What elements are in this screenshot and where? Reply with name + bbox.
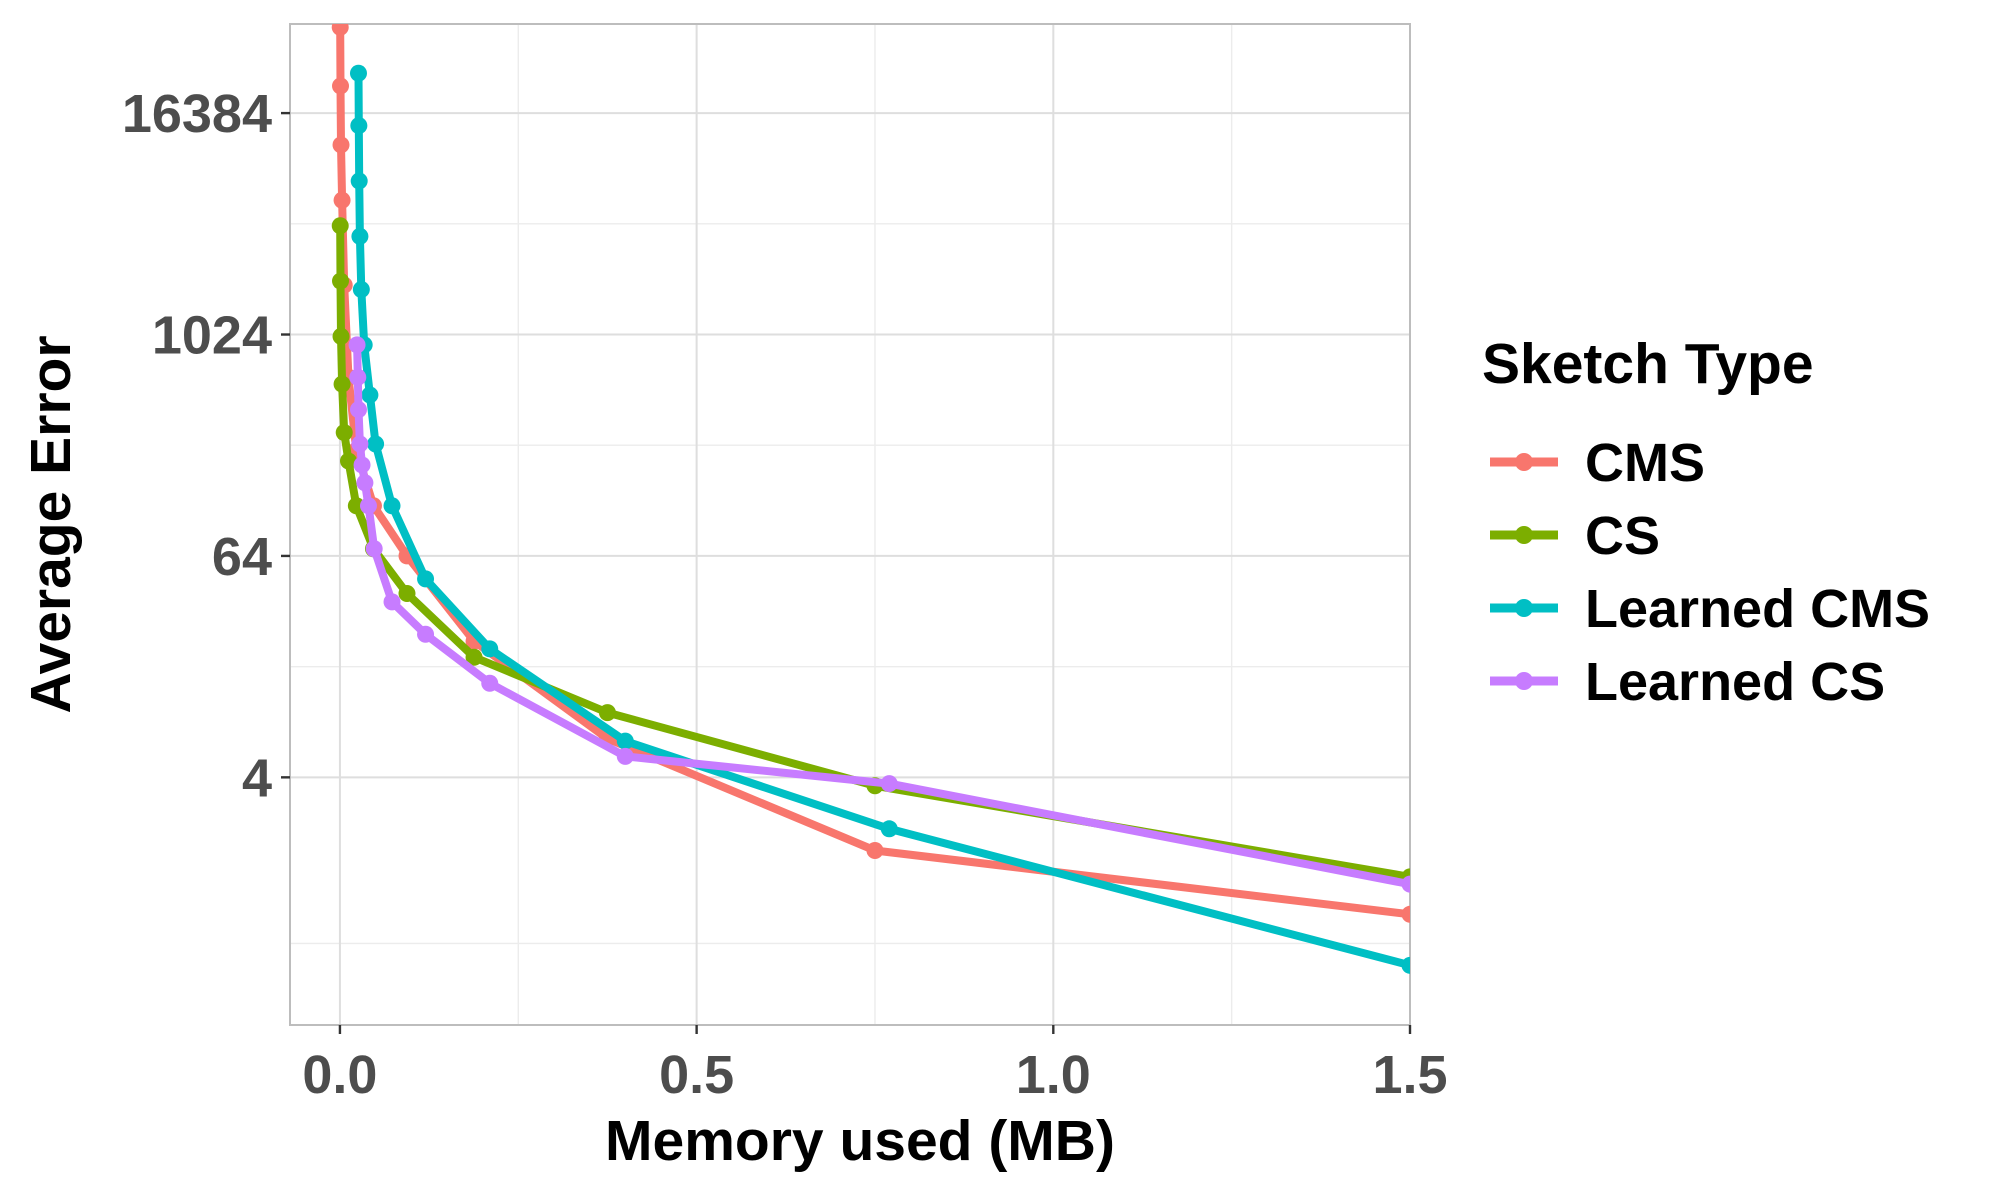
data-point-learned-cms	[351, 227, 369, 245]
data-point-learned-cs	[349, 401, 367, 419]
x-tick-label: 0.0	[302, 1045, 377, 1105]
legend-label: CS	[1585, 506, 1660, 566]
data-point-learned-cms	[383, 497, 401, 515]
data-point-learned-cms	[350, 117, 368, 135]
x-axis-title: Memory used (MB)	[605, 1109, 1115, 1173]
data-point-learned-cms	[361, 386, 379, 404]
legend-key-point	[1515, 526, 1533, 544]
legend-label: CMS	[1585, 433, 1705, 493]
series-learned-cms	[349, 64, 1410, 974]
legend-key-point	[1515, 599, 1533, 617]
data-point-cs	[332, 272, 350, 290]
series-learned-cs	[348, 336, 1410, 893]
x-tick-label: 1.5	[1372, 1045, 1447, 1105]
data-point-cms	[332, 77, 350, 95]
data-point-cs	[347, 497, 365, 515]
y-tick-label: 64	[212, 527, 272, 587]
data-point-learned-cs	[417, 625, 435, 643]
data-point-learned-cms	[417, 570, 435, 588]
legend-item-cs: CS	[1490, 506, 1660, 566]
series-line-learned-cms	[354, 73, 1410, 970]
data-point-cs	[332, 327, 350, 345]
data-point-learned-cms	[1401, 956, 1410, 974]
data-point-learned-cs	[1401, 875, 1410, 893]
legend-items: CMS CS Learned CMS Learned CS	[1490, 433, 1930, 712]
data-point-learned-cs	[353, 456, 371, 474]
data-point-cms	[332, 136, 350, 154]
data-point-cms	[866, 842, 884, 860]
legend-label: Learned CS	[1585, 652, 1885, 712]
legend-item-learned-cs: Learned CS	[1490, 652, 1885, 712]
data-point-learned-cs	[351, 435, 369, 453]
data-point-cs	[398, 584, 416, 602]
data-point-cms	[331, 24, 349, 36]
data-point-cs	[598, 704, 616, 722]
legend: Sketch Type CMS CS Learned CMS Learned CS	[1482, 332, 1930, 712]
data-point-cs	[339, 452, 357, 470]
data-point-cs	[331, 217, 349, 235]
y-tick-label: 16384	[122, 84, 272, 144]
minor-gridlines	[290, 24, 1410, 1025]
data-point-learned-cs	[349, 368, 367, 386]
data-point-learned-cs	[348, 336, 366, 354]
data-point-learned-cms	[350, 172, 368, 190]
x-tick-label: 1.0	[1016, 1045, 1091, 1105]
plot-panel-border	[289, 23, 1411, 1026]
data-point-learned-cms	[616, 732, 634, 750]
data-point-cs	[335, 424, 353, 442]
legend-key-point	[1515, 453, 1533, 471]
data-point-cs	[333, 375, 351, 393]
data-point-cs	[465, 648, 483, 666]
legend-key-point	[1515, 672, 1533, 690]
data-point-cms	[333, 191, 351, 209]
data-point-learned-cms	[367, 435, 385, 453]
x-tick-label: 0.5	[659, 1045, 734, 1105]
data-point-learned-cs	[359, 497, 377, 515]
y-tick-label: 4	[242, 748, 272, 808]
axis-ticks: 0.0 0.5 1.0 1.5 4 64 1024 16384	[122, 84, 1448, 1105]
data-point-cms	[1401, 905, 1410, 923]
data-point-learned-cs	[880, 775, 898, 793]
legend-label: Learned CMS	[1585, 579, 1930, 639]
legend-item-cms: CMS	[1490, 433, 1705, 493]
data-point-learned-cms	[352, 280, 370, 298]
legend-title: Sketch Type	[1482, 332, 1814, 396]
legend-item-learned-cms: Learned CMS	[1490, 579, 1930, 639]
data-point-learned-cms	[481, 640, 499, 658]
data-point-learned-cms	[880, 820, 898, 838]
data-point-learned-cs	[383, 593, 401, 611]
data-series	[331, 24, 1410, 974]
data-point-learned-cms	[349, 64, 367, 82]
data-point-learned-cs	[365, 540, 383, 558]
data-point-learned-cs	[616, 747, 634, 765]
data-point-learned-cs	[356, 474, 374, 492]
y-tick-label: 1024	[152, 306, 272, 366]
y-axis-title: Average Error	[19, 335, 83, 713]
data-point-learned-cs	[481, 674, 499, 692]
